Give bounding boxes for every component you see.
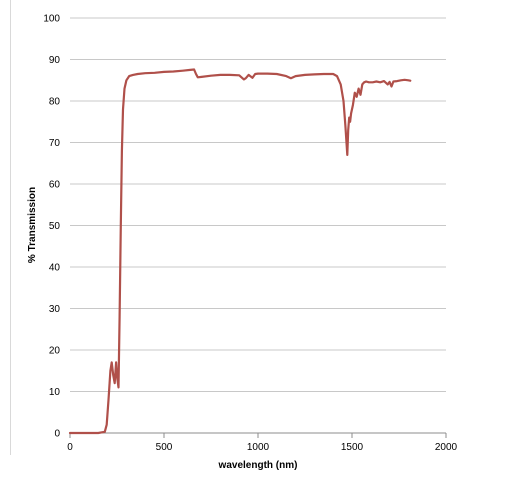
y-tick-label-60: 60 bbox=[49, 180, 61, 191]
y-tick-label-70: 70 bbox=[49, 138, 61, 149]
y-tick-label-100: 100 bbox=[43, 14, 60, 25]
y-tick-label-50: 50 bbox=[49, 221, 61, 232]
x-axis-title: wavelength (nm) bbox=[218, 460, 298, 471]
axes bbox=[69, 432, 447, 438]
x-tick-label-1500: 1500 bbox=[341, 442, 364, 453]
series-layer bbox=[68, 68, 412, 435]
x-tick-label-0: 0 bbox=[67, 442, 73, 453]
y-axis-title: % Transmission bbox=[27, 187, 38, 263]
series-line-0 bbox=[68, 68, 412, 435]
y-tick-label-30: 30 bbox=[49, 304, 61, 315]
y-tick-label-10: 10 bbox=[49, 387, 61, 398]
y-tick-label-40: 40 bbox=[49, 263, 61, 274]
y-tick-label-90: 90 bbox=[49, 55, 61, 66]
y-tick-label-20: 20 bbox=[49, 346, 61, 357]
y-tick-label-0: 0 bbox=[54, 429, 60, 440]
x-tick-label-2000: 2000 bbox=[435, 442, 458, 453]
gridlines bbox=[70, 17, 446, 392]
y-tick-label-80: 80 bbox=[49, 97, 61, 108]
x-tick-label-1000: 1000 bbox=[247, 442, 270, 453]
left-border-line bbox=[10, 0, 11, 455]
x-tick-label-500: 500 bbox=[156, 442, 173, 453]
